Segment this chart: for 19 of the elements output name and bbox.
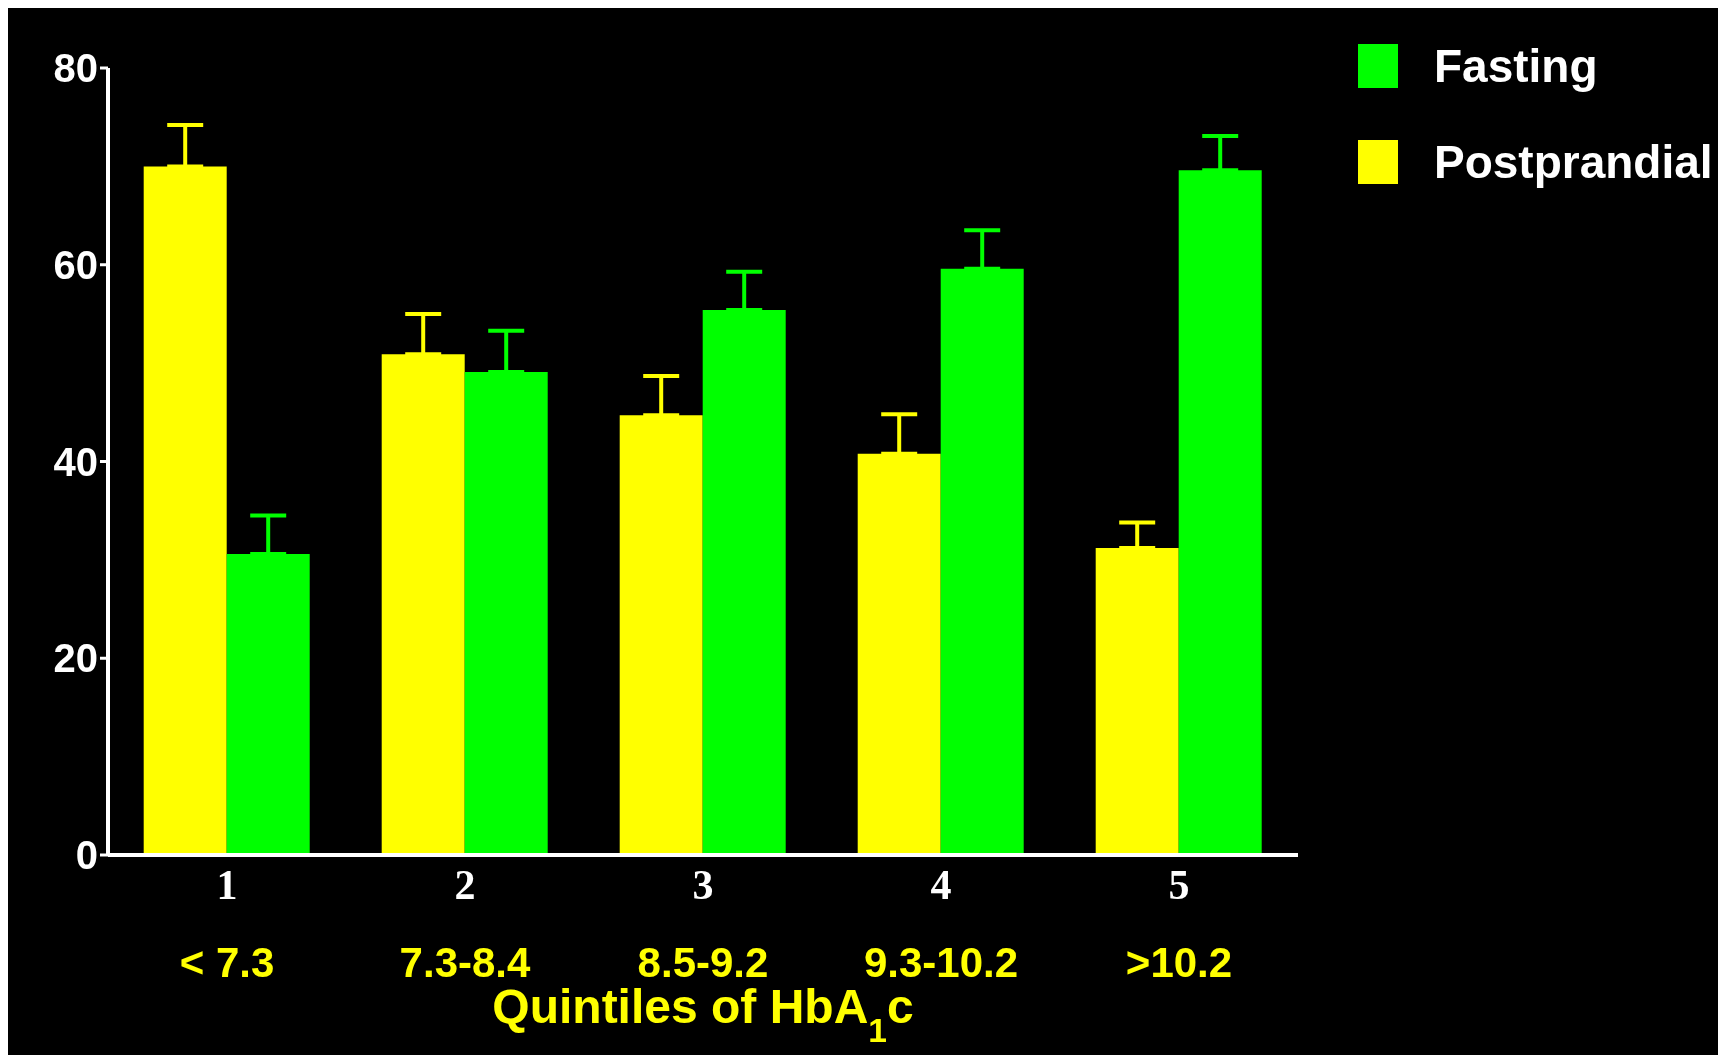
bar: [464, 371, 548, 855]
bar: [1095, 548, 1179, 855]
legend-label: Fasting: [1434, 39, 1598, 93]
y-tick-label: 40: [53, 439, 98, 484]
bar: [143, 166, 227, 855]
bar: [940, 268, 1024, 855]
bar: [381, 354, 465, 855]
y-tick-label: 0: [75, 833, 98, 878]
bar: [702, 310, 786, 855]
legend-label: Postprandial: [1434, 135, 1713, 189]
bar: [1178, 170, 1262, 855]
y-tick-label: 80: [53, 46, 98, 91]
bar: [226, 553, 310, 855]
bar: [619, 415, 703, 855]
x-tick-label: 5 >10.2: [1125, 862, 1233, 986]
x-tick-label: 1 < 7.3: [179, 862, 275, 986]
y-tick-label: 60: [53, 242, 98, 287]
bar: [857, 453, 941, 855]
y-tick-label: 20: [53, 636, 98, 681]
